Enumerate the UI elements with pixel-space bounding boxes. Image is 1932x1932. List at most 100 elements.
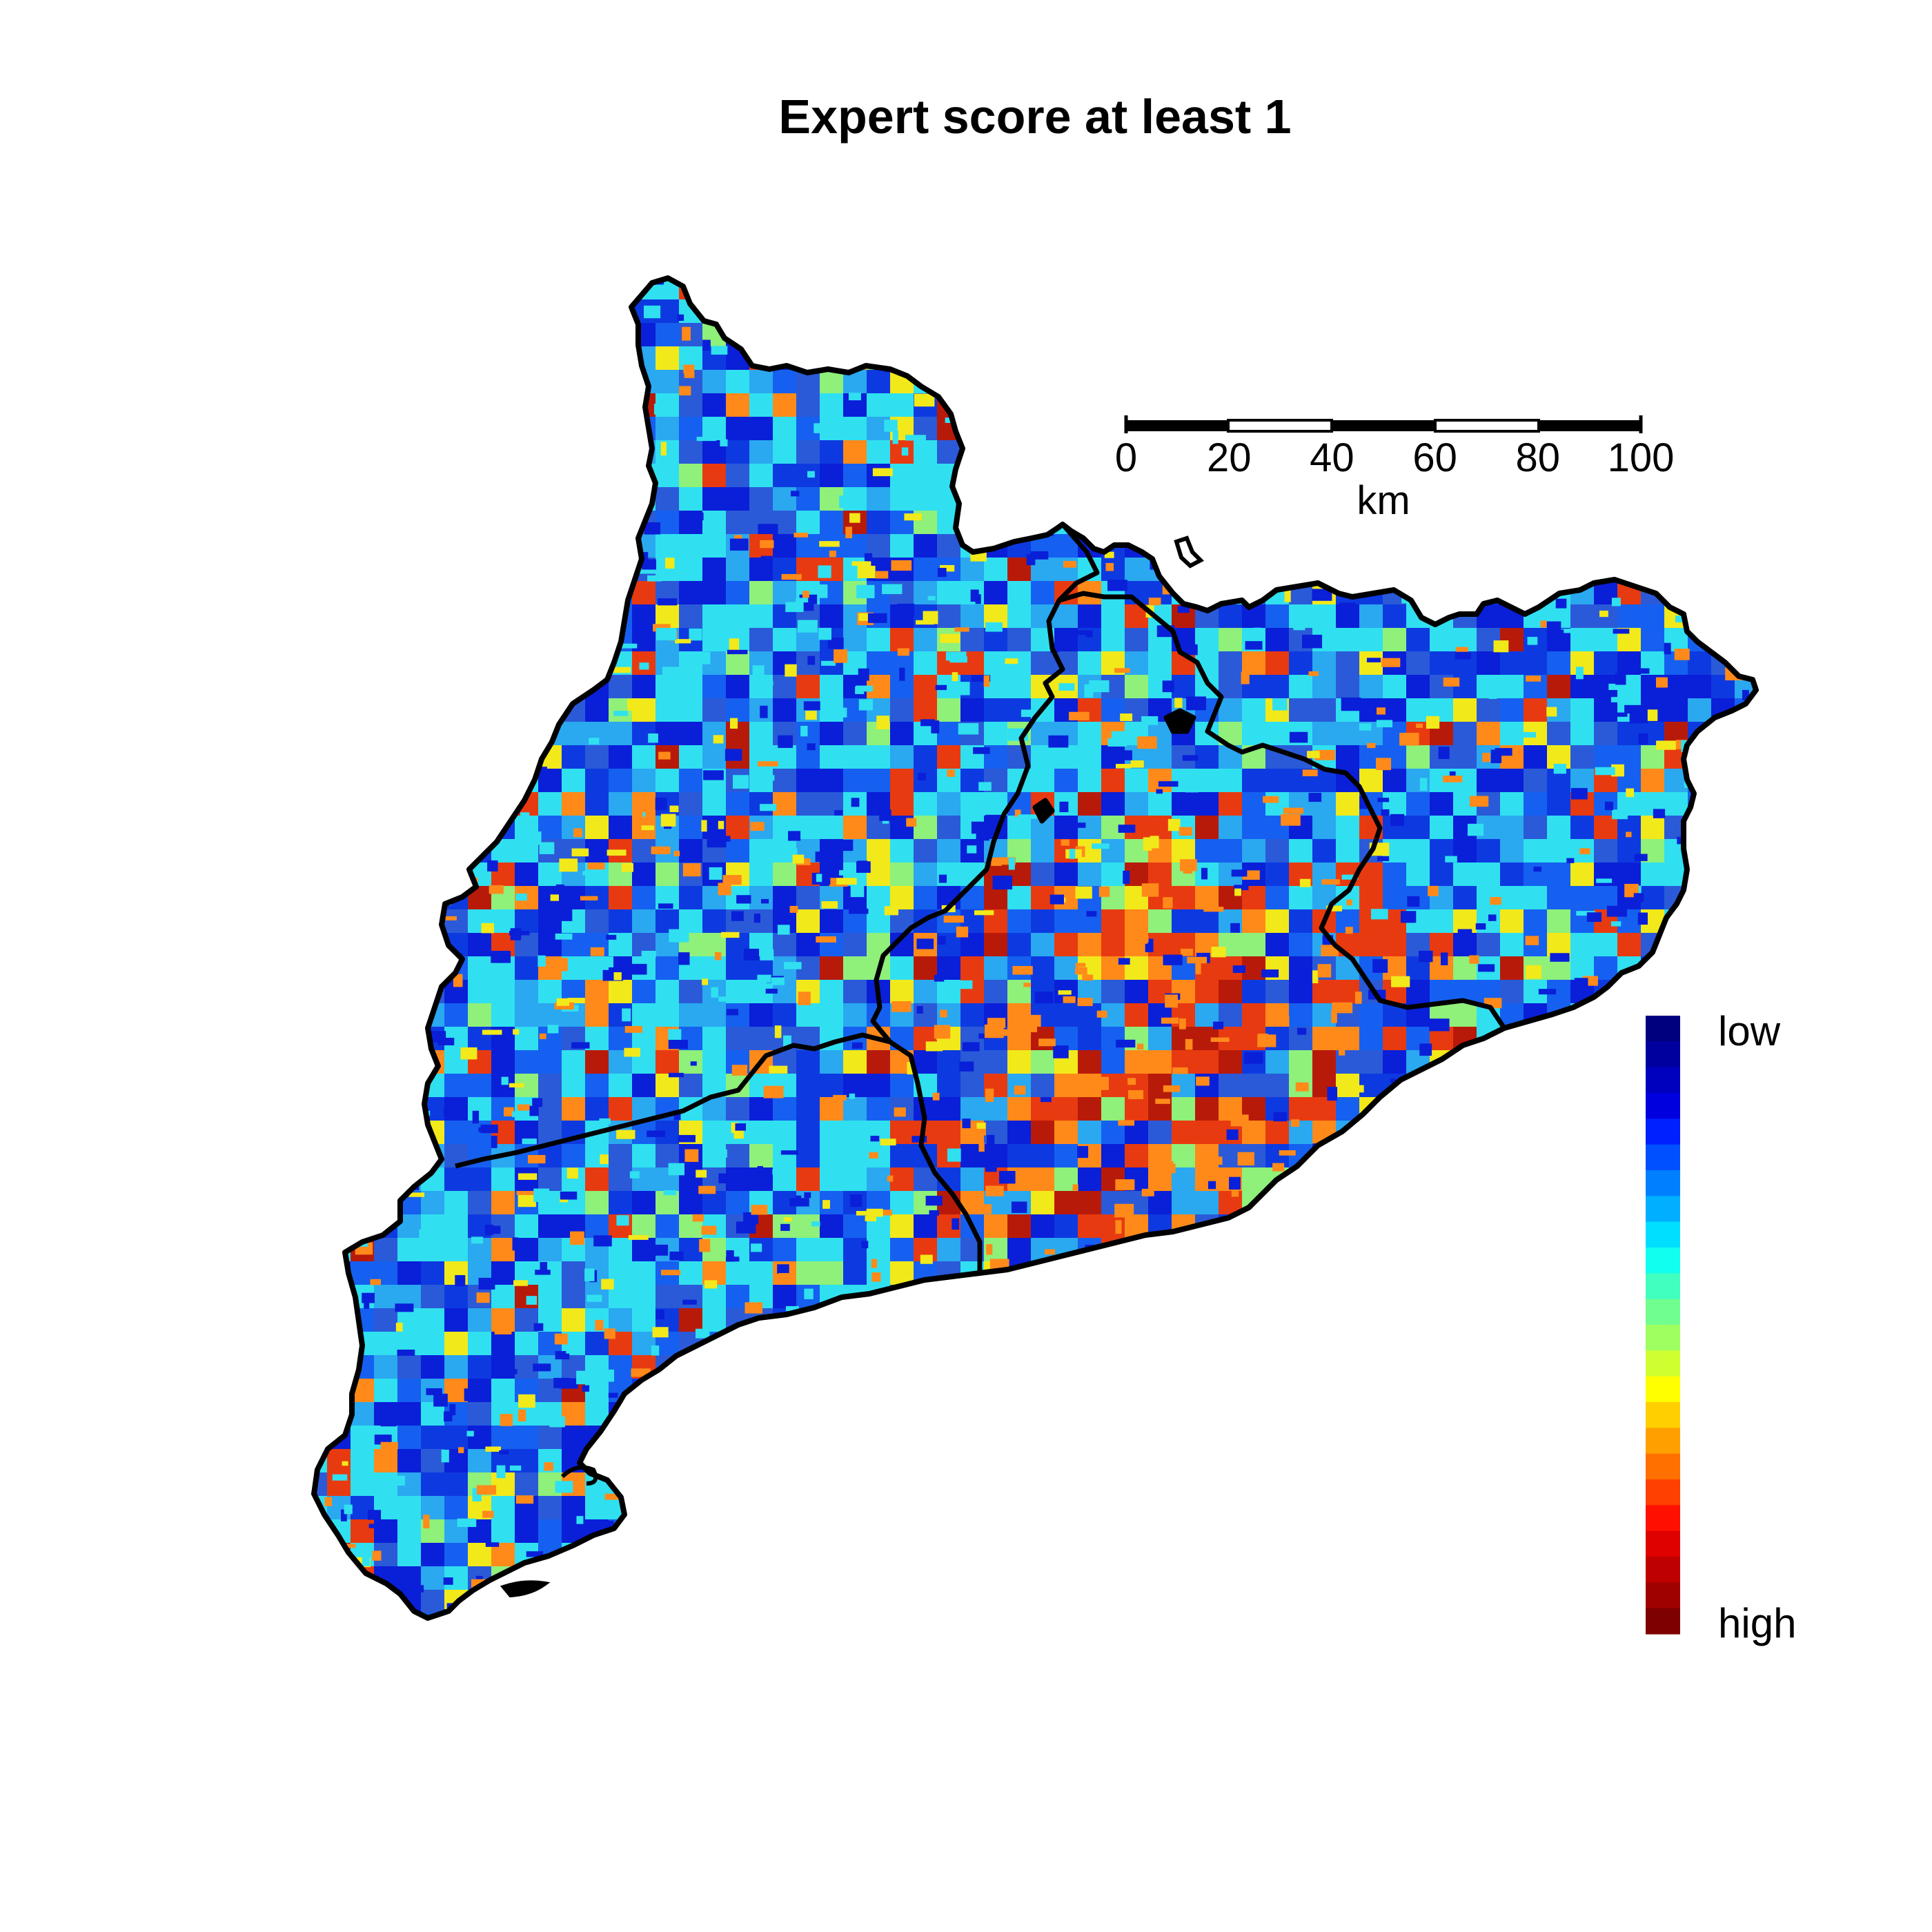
- raster-speckle: [314, 939, 318, 945]
- raster-cell: [562, 1566, 585, 1590]
- raster-speckle: [1530, 332, 1541, 346]
- raster-cell: [1500, 370, 1524, 393]
- raster-cell: [1336, 323, 1359, 346]
- raster-cell: [1406, 1496, 1430, 1519]
- raster-speckle: [606, 934, 617, 940]
- raster-speckle: [1398, 1195, 1414, 1203]
- raster-speckle: [1081, 1316, 1090, 1326]
- raster-speckle: [1120, 1586, 1138, 1593]
- raster-speckle: [1391, 976, 1410, 987]
- raster-cell: [1172, 1519, 1195, 1543]
- raster-speckle: [1711, 1396, 1727, 1406]
- raster-speckle: [1202, 1460, 1210, 1470]
- raster-cell: [1289, 558, 1312, 581]
- raster-cell: [843, 1613, 890, 1618]
- raster-speckle: [1372, 959, 1388, 973]
- raster-cell: [1664, 511, 1688, 558]
- raster-cell: [867, 1543, 890, 1566]
- raster-cell: [1219, 839, 1242, 862]
- raster-cell: [585, 464, 632, 487]
- raster-cell: [1547, 651, 1570, 675]
- raster-cell: [1594, 1519, 1617, 1566]
- raster-speckle: [668, 1029, 682, 1041]
- raster-speckle: [314, 1340, 319, 1346]
- raster-cell: [1007, 1308, 1031, 1355]
- raster-cell: [749, 722, 773, 745]
- raster-cell: [1007, 417, 1054, 464]
- raster-cell: [1664, 323, 1688, 346]
- raster-cell: [1735, 1121, 1756, 1144]
- raster-cell: [1242, 1261, 1265, 1308]
- raster-cell: [1007, 440, 1031, 464]
- raster-speckle: [658, 751, 671, 760]
- raster-cell: [914, 816, 937, 839]
- raster-speckle: [621, 862, 633, 872]
- raster-speckle: [827, 1552, 837, 1557]
- raster-speckle: [1271, 525, 1277, 530]
- raster-cell: [702, 1496, 726, 1543]
- raster-speckle: [793, 533, 808, 538]
- raster-speckle: [513, 1280, 528, 1286]
- raster-speckle: [370, 1279, 382, 1285]
- raster-cell: [1359, 1613, 1383, 1618]
- raster-cell: [515, 511, 538, 534]
- raster-cell: [562, 278, 585, 299]
- raster-speckle: [760, 540, 774, 549]
- raster-cell: [1570, 628, 1594, 651]
- raster-cell: [726, 1261, 749, 1285]
- raster-speckle: [1582, 557, 1598, 569]
- raster-cell: [1172, 1449, 1195, 1472]
- raster-speckle: [699, 1239, 711, 1252]
- raster-speckle: [1455, 562, 1462, 574]
- raster-cell: [515, 440, 562, 464]
- raster-cell: [538, 581, 585, 604]
- raster-speckle: [711, 346, 728, 355]
- raster-speckle: [317, 1537, 326, 1545]
- raster-speckle: [1377, 707, 1386, 715]
- raster-cell: [1711, 956, 1735, 980]
- raster-cell: [374, 675, 421, 698]
- raster-speckle: [1425, 1393, 1443, 1398]
- raster-cell: [1617, 1050, 1641, 1074]
- raster-cell: [1500, 1355, 1524, 1402]
- raster-cell: [374, 1613, 421, 1618]
- raster-cell: [314, 417, 327, 440]
- raster-speckle: [591, 1623, 604, 1630]
- raster-speckle: [692, 1214, 704, 1222]
- raster-speckle: [1750, 1138, 1756, 1146]
- raster-speckle: [1687, 1330, 1697, 1343]
- raster-speckle: [1311, 336, 1323, 344]
- raster-cell: [374, 278, 397, 323]
- raster-speckle: [598, 1566, 608, 1575]
- raster-speckle: [992, 876, 1013, 890]
- raster-cell: [1453, 1144, 1477, 1191]
- raster-cell: [1594, 1402, 1617, 1449]
- raster-cell: [773, 1566, 796, 1590]
- raster-cell: [843, 1472, 890, 1496]
- raster-cell: [1453, 1426, 1477, 1449]
- raster-cell: [421, 1590, 444, 1613]
- raster-cell: [1031, 417, 1054, 440]
- raster-cell: [1406, 323, 1430, 346]
- raster-speckle: [1041, 1308, 1059, 1317]
- raster-cell: [1688, 464, 1711, 487]
- raster-cell: [1054, 1003, 1078, 1027]
- raster-cell: [796, 278, 820, 299]
- raster-speckle: [607, 576, 618, 587]
- raster-cell: [314, 792, 327, 816]
- raster-cell: [314, 769, 351, 792]
- raster-cell: [702, 698, 726, 722]
- raster-speckle: [987, 405, 998, 413]
- raster-speckle: [1515, 731, 1536, 738]
- raster-cell: [585, 1543, 609, 1566]
- raster-speckle: [901, 1539, 914, 1552]
- raster-speckle: [947, 1148, 961, 1162]
- raster-cell: [1265, 980, 1289, 1003]
- raster-cell: [374, 417, 397, 440]
- raster-speckle: [1174, 698, 1183, 708]
- raster-cell: [1735, 1144, 1756, 1167]
- raster-cell: [1312, 1261, 1336, 1285]
- raster-speckle: [1747, 436, 1756, 444]
- raster-cell: [1219, 1496, 1265, 1519]
- raster-cell: [374, 464, 397, 487]
